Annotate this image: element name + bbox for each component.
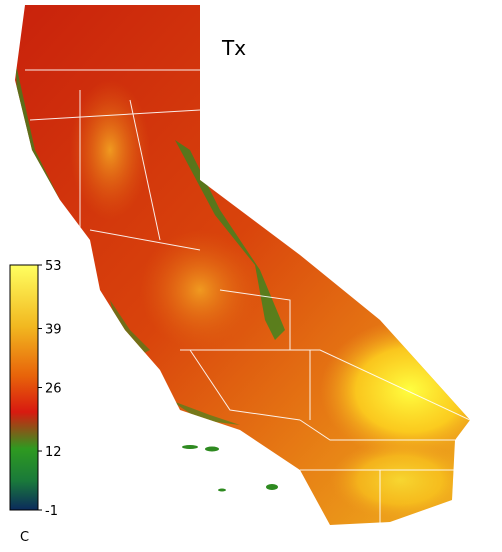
colorbar-tick-label: 12 (45, 445, 62, 460)
colorbar-tick-label: 39 (45, 323, 62, 338)
colorbar-tick-label: -1 (45, 504, 58, 519)
colorbar-tick-label: 26 (45, 382, 62, 397)
colorbar (9, 264, 39, 511)
map-title: Tx (221, 36, 246, 60)
island (205, 446, 219, 452)
island (218, 488, 226, 492)
colorbar-tick-label: 53 (45, 259, 62, 274)
colorbar-unit: C (20, 530, 29, 545)
island (266, 484, 278, 490)
island (182, 445, 198, 449)
